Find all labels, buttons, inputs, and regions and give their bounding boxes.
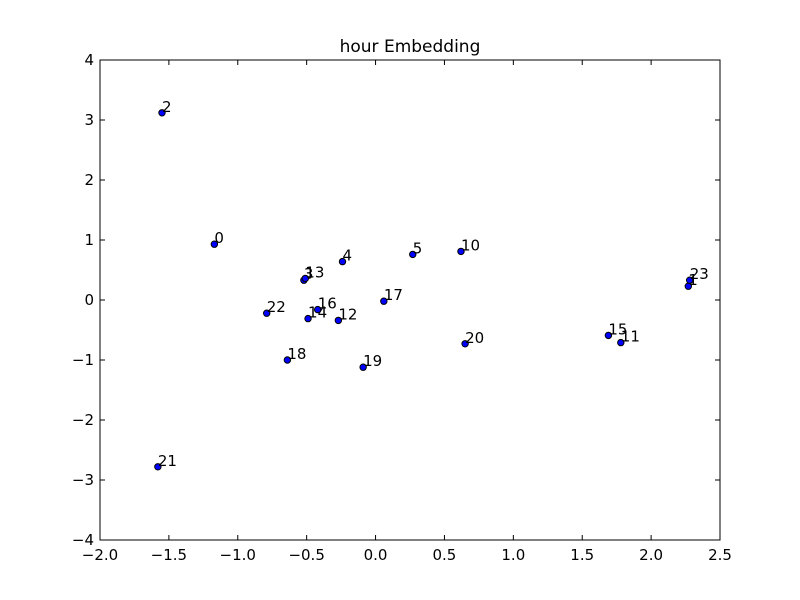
plot-marks: 0123451011121314151617181920212223 — [154, 98, 709, 471]
point-label: 13 — [305, 263, 324, 281]
point-label: 4 — [342, 247, 352, 265]
point-label: 23 — [690, 265, 709, 283]
plot-frame — [99, 59, 721, 541]
point-label: 20 — [465, 329, 484, 347]
scatter-point — [210, 240, 219, 248]
scatter-point — [158, 109, 166, 117]
x-tick-label: −1.5 — [151, 546, 187, 564]
x-tick-label: 1.5 — [570, 546, 594, 564]
scatter-point — [604, 331, 613, 340]
x-axis: −2.0 −1.5 −1.0 −0.5 0.0 0.5 1.0 1.5 2.0 2.5 — [82, 60, 732, 564]
y-tick-label: 4 — [84, 51, 94, 69]
scatter-point — [457, 247, 465, 256]
scatter-point — [334, 316, 343, 325]
point-label: 17 — [384, 286, 403, 304]
scatter-point — [617, 338, 625, 347]
point-label: 10 — [461, 236, 480, 254]
scatter-point — [409, 250, 417, 259]
x-tick-label: 0.5 — [433, 546, 457, 564]
x-tick-label: 1.0 — [501, 546, 525, 564]
y-tick-label: 3 — [84, 111, 94, 129]
scatter-point — [304, 314, 312, 323]
scatter-point — [380, 297, 388, 305]
scatter-point — [338, 257, 347, 266]
x-tick-label: 2.0 — [639, 546, 663, 564]
point-label: 0 — [214, 229, 224, 247]
x-tick-label: −0.5 — [288, 546, 324, 564]
y-tick-label: −2 — [72, 411, 94, 429]
y-tick-label: −1 — [72, 351, 94, 369]
chart-title: hour Embedding — [340, 37, 481, 57]
scatter-point — [154, 463, 162, 471]
x-tick-label: 0.0 — [364, 546, 388, 564]
y-tick-label: 0 — [84, 291, 94, 309]
x-tick-label: −2.0 — [82, 546, 118, 564]
y-tick-label: 2 — [84, 171, 94, 189]
scatter-point — [359, 363, 367, 371]
x-tick-label: 2.5 — [708, 546, 732, 564]
x-tick-label: −1.0 — [220, 546, 256, 564]
y-tick-label: −3 — [72, 471, 94, 489]
point-label: 12 — [338, 305, 357, 323]
point-label: 18 — [287, 345, 306, 363]
y-tick-label: 1 — [84, 231, 94, 249]
scatter-point — [685, 276, 694, 284]
scatter-point — [461, 340, 469, 348]
scatter-point — [313, 305, 322, 314]
y-tick-label: −4 — [72, 531, 94, 549]
point-label: 2 — [162, 98, 172, 116]
scatter-point — [263, 309, 271, 317]
point-label: 19 — [363, 352, 382, 370]
point-label: 11 — [621, 328, 640, 346]
point-label: 3 — [304, 265, 314, 283]
point-label: 16 — [318, 295, 337, 313]
point-label: 15 — [608, 320, 627, 338]
scatter-point — [283, 356, 292, 364]
point-label: 21 — [158, 452, 177, 470]
point-label: 22 — [267, 298, 286, 316]
scatter-point — [301, 274, 309, 283]
point-label: 5 — [413, 239, 423, 257]
